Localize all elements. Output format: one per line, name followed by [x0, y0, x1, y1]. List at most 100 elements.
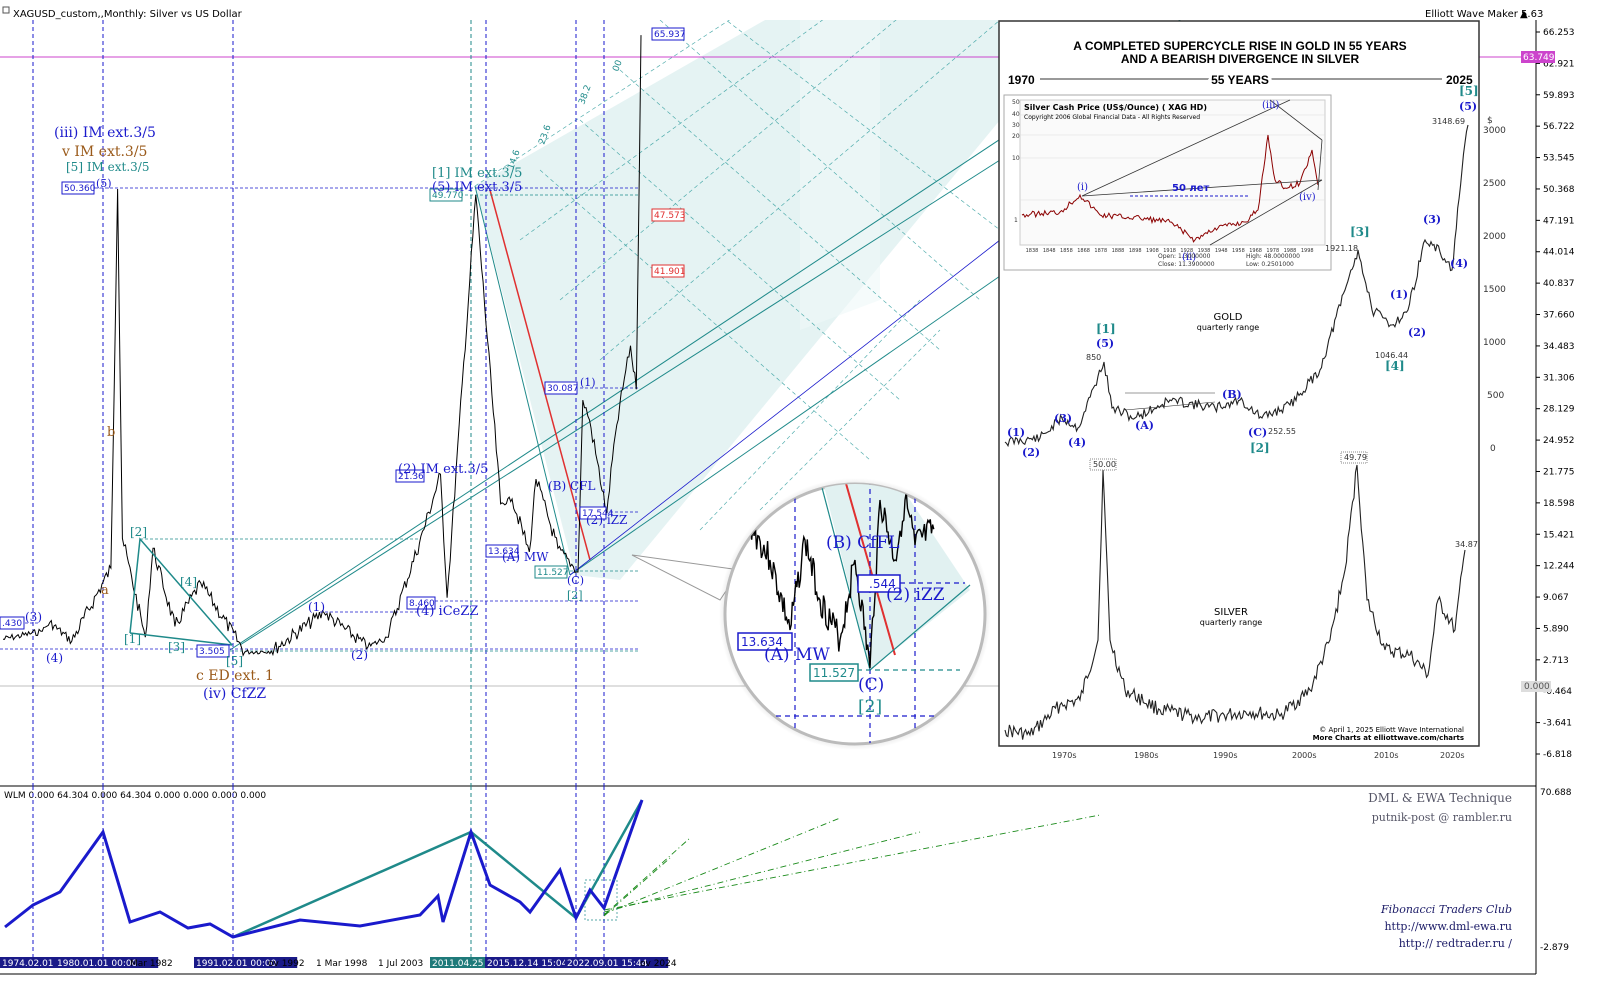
mini-x-tick: 1898 — [1129, 248, 1142, 254]
svg-text:[4]: [4] — [1385, 359, 1405, 373]
symbol-icon — [2, 6, 10, 14]
tag-13634: 13.634 — [488, 547, 520, 557]
mini-x-tick: 1998 — [1301, 248, 1314, 254]
svg-text:2500: 2500 — [1483, 179, 1506, 189]
price-tick: 2.713 — [1543, 656, 1569, 666]
svg-text:(A): (A) — [1135, 419, 1154, 432]
mini-x-tick: 1868 — [1077, 248, 1090, 254]
price-tick: -0.464 — [1543, 687, 1572, 697]
zoom-c: (C) — [858, 675, 884, 695]
mini-x-tick: 1988 — [1284, 248, 1297, 254]
wave-2-izz: (2) iZZ — [586, 513, 627, 527]
wave-3-teal: [3] — [168, 640, 185, 654]
svg-text:2000s: 2000s — [1292, 751, 1317, 760]
red-trendline — [489, 189, 591, 561]
level-lines — [0, 187, 640, 652]
price-tick: 47.191 — [1543, 216, 1575, 226]
svg-text:49.79: 49.79 — [1344, 453, 1367, 462]
price-tags: 65.937 47.573 41.901 50.360 49.770 30.08… — [0, 27, 686, 658]
zoom-callout: 13.634 11.527 .544 (A) MW (B) CfFL (C) [… — [719, 478, 991, 750]
mini-x-tick: 1908 — [1146, 248, 1159, 254]
price-tick: 34.483 — [1543, 342, 1575, 352]
silver-series — [1004, 464, 1466, 740]
tool-name: Elliott Wave Maker 5.63 — [1425, 9, 1543, 20]
svg-text:(B): (B) — [1222, 388, 1242, 401]
svg-text:[2]: [2] — [1250, 441, 1270, 455]
price-tick: 9.067 — [1543, 593, 1569, 603]
wave-1-blue: (1) — [308, 600, 325, 614]
tag-3505: 3.505 — [199, 647, 225, 657]
tag-50360: 50.360 — [64, 184, 96, 194]
main-plot[interactable]: 65.937 47.573 41.901 50.360 49.770 30.08… — [0, 0, 1536, 786]
teal-wave-lines — [129, 537, 233, 646]
gold-axis: $ 3000 2500 2000 1500 1000 500 0 — [1483, 116, 1506, 454]
svg-text:(3): (3) — [1423, 213, 1441, 226]
svg-text:(C): (C) — [1248, 426, 1267, 439]
svg-text:1990s: 1990s — [1213, 751, 1238, 760]
wave-5-teal: [5] — [226, 654, 243, 668]
credit-dml-ewa: DML & EWA Technique — [1368, 791, 1512, 805]
tag-17544: 17.544 — [582, 509, 614, 519]
zoom-tag-11527: 11.527 — [813, 666, 855, 680]
svg-text:1921.18: 1921.18 — [1325, 244, 1358, 253]
svg-text:1970s: 1970s — [1052, 751, 1077, 760]
svg-text:(ii): (ii) — [1182, 252, 1196, 263]
indicator-tick-top: 70.688 — [1540, 788, 1572, 798]
svg-text:(1): (1) — [1007, 426, 1025, 439]
svg-text:(iv): (iv) — [1299, 192, 1316, 203]
wave-b-cfl: (B) CFL — [548, 479, 596, 493]
symbol-title: XAGUSD_custom,,Monthly: Silver vs US Dol… — [13, 9, 243, 20]
mini-x-tick: 1838 — [1026, 248, 1039, 254]
price-tick: 50.368 — [1543, 185, 1575, 195]
svg-text:00: 00 — [611, 59, 624, 73]
wave-3-blue: (3) — [25, 610, 42, 624]
price-tick: 15.421 — [1543, 530, 1575, 540]
wave-1-teal: [1] — [124, 632, 141, 646]
svg-text:1: 1 — [1014, 217, 1018, 224]
svg-text:2000: 2000 — [1483, 232, 1506, 242]
gold-sub: quarterly range — [1197, 323, 1260, 332]
indicator-panel[interactable]: WLM 0.000 64.304 0.000 64.304 0.000 0.00… — [4, 786, 1572, 957]
wave-4-blue: (4) — [46, 651, 63, 665]
svg-text:Close: 11.3900000: Close: 11.3900000 — [1158, 261, 1215, 268]
svg-text:50: 50 — [1012, 99, 1020, 106]
time-tick: 2015.12.14 15:04 — [487, 959, 568, 969]
svg-text:(4): (4) — [1450, 257, 1468, 270]
time-tick: 1991.02.01 00:00 — [196, 959, 277, 969]
price-series — [2, 35, 642, 657]
price-tick: -3.641 — [1543, 719, 1572, 729]
indicator-arrow-icon[interactable]: ▲ — [1520, 9, 1528, 20]
gold-series — [1004, 124, 1469, 448]
svg-text:50.00: 50.00 — [1093, 460, 1116, 469]
wave-4-teal: [4] — [180, 575, 197, 589]
svg-text:850: 850 — [1086, 353, 1101, 362]
svg-text:[1]: [1] — [1096, 322, 1116, 336]
wave-2-teal-b: [2] — [567, 589, 583, 602]
svg-text:Open: 1.3000000: Open: 1.3000000 — [1158, 253, 1211, 260]
credit-redtrader: http:// redtrader.ru / — [1399, 937, 1513, 950]
mini-span-label: 50 лет — [1172, 183, 1210, 194]
svg-text:1000: 1000 — [1483, 338, 1506, 348]
wave-iv-cfzz: (iv) CfZZ — [203, 686, 266, 702]
inset-year-span: 55 YEARS — [1211, 73, 1269, 87]
time-tick: ov 1992 — [268, 959, 305, 969]
inset-credit-1: © April 1, 2025 Elliott Wave Internation… — [1319, 726, 1464, 734]
time-tick: 1974.02.01 00: — [2, 959, 71, 969]
price-axis[interactable]: 66.253 62.921 59.893 56.722 53.545 50.368 47.1… — [1536, 28, 1575, 760]
time-tick: 2011.04.25 02: — [432, 959, 501, 969]
wave-c: (C) — [567, 574, 584, 587]
inset-year-start: 1970 — [1008, 73, 1035, 87]
price-tick: 18.598 — [1543, 499, 1575, 509]
svg-text:[5]: [5] — [1459, 84, 1479, 98]
mini-x-tick: 1888 — [1112, 248, 1125, 254]
time-tick: 1 Jul 2003 — [378, 959, 423, 969]
wlm-teal — [232, 799, 644, 939]
wave-c-ed: c ED ext. 1 — [196, 668, 274, 684]
zoom-tag-13634: 13.634 — [741, 635, 783, 649]
tag-11527: 11.527 — [537, 568, 569, 578]
svg-text:(iii): (iii) — [1262, 100, 1279, 111]
tag-65937: 65.937 — [654, 30, 686, 40]
price-tick: 56.722 — [1543, 122, 1575, 132]
svg-text:3000: 3000 — [1483, 126, 1506, 136]
